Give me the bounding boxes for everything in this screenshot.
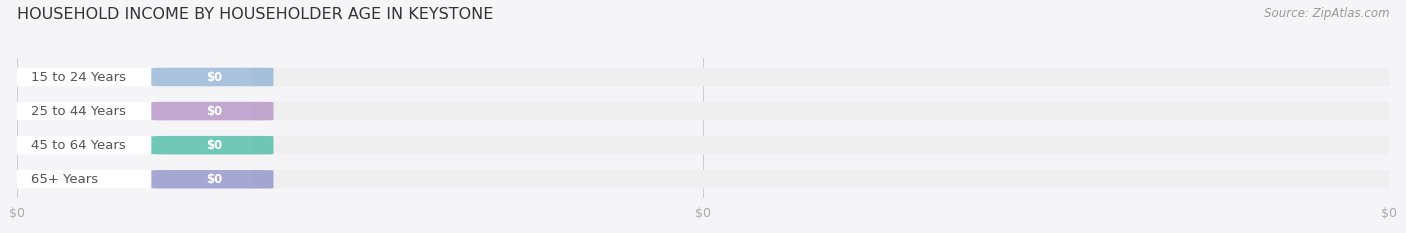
- FancyBboxPatch shape: [0, 170, 1406, 188]
- FancyBboxPatch shape: [0, 102, 253, 120]
- FancyBboxPatch shape: [152, 136, 274, 154]
- FancyBboxPatch shape: [0, 136, 253, 154]
- Text: 25 to 44 Years: 25 to 44 Years: [31, 105, 125, 118]
- Text: Source: ZipAtlas.com: Source: ZipAtlas.com: [1264, 7, 1389, 20]
- FancyBboxPatch shape: [0, 136, 1406, 154]
- Text: HOUSEHOLD INCOME BY HOUSEHOLDER AGE IN KEYSTONE: HOUSEHOLD INCOME BY HOUSEHOLDER AGE IN K…: [17, 7, 494, 22]
- Text: 15 to 24 Years: 15 to 24 Years: [31, 71, 125, 83]
- FancyBboxPatch shape: [152, 170, 274, 188]
- Text: $0: $0: [207, 105, 222, 118]
- FancyBboxPatch shape: [0, 102, 1406, 120]
- Text: $0: $0: [207, 139, 222, 152]
- FancyBboxPatch shape: [152, 102, 274, 120]
- Text: 45 to 64 Years: 45 to 64 Years: [31, 139, 125, 152]
- FancyBboxPatch shape: [0, 170, 253, 188]
- Text: 65+ Years: 65+ Years: [31, 173, 98, 186]
- Text: $0: $0: [207, 173, 222, 186]
- FancyBboxPatch shape: [152, 68, 274, 86]
- Text: $0: $0: [207, 71, 222, 83]
- FancyBboxPatch shape: [0, 68, 1406, 86]
- FancyBboxPatch shape: [0, 68, 253, 86]
